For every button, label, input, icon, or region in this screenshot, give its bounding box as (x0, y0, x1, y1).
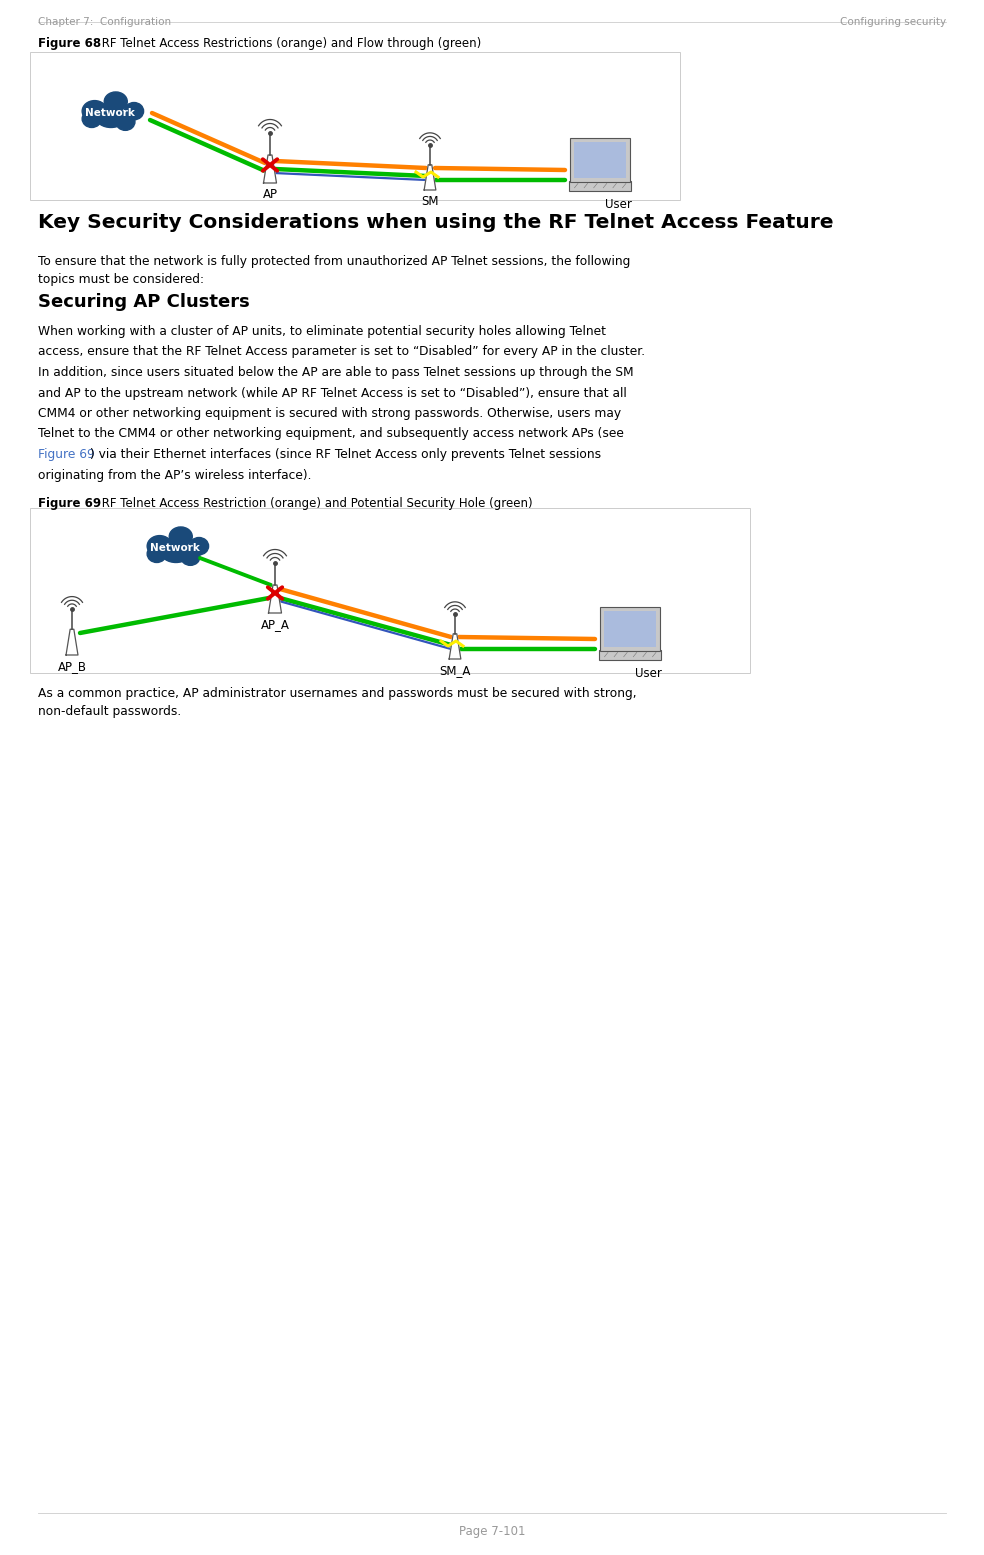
Text: Figure 69: Figure 69 (38, 498, 101, 510)
Text: To ensure that the network is fully protected from unauthorized AP Telnet sessio: To ensure that the network is fully prot… (38, 255, 631, 286)
Text: When working with a cluster of AP units, to eliminate potential security holes a: When working with a cluster of AP units,… (38, 325, 606, 337)
Polygon shape (424, 165, 436, 190)
Text: CMM4 or other networking equipment is secured with strong passwords. Otherwise, : CMM4 or other networking equipment is se… (38, 407, 621, 420)
FancyBboxPatch shape (569, 180, 632, 191)
Ellipse shape (124, 103, 144, 120)
FancyBboxPatch shape (30, 508, 750, 673)
Text: SM_A: SM_A (439, 664, 470, 676)
FancyBboxPatch shape (571, 138, 630, 182)
Text: ) via their Ethernet interfaces (since RF Telnet Access only prevents Telnet ses: ) via their Ethernet interfaces (since R… (91, 448, 601, 460)
Text: Figure 69: Figure 69 (38, 448, 94, 460)
Ellipse shape (82, 110, 101, 128)
Ellipse shape (161, 543, 191, 563)
Polygon shape (269, 585, 281, 613)
Text: User: User (604, 197, 632, 211)
Ellipse shape (96, 107, 126, 128)
FancyBboxPatch shape (604, 611, 655, 647)
Text: Figure 68: Figure 68 (38, 37, 101, 50)
FancyBboxPatch shape (600, 608, 659, 650)
Text: Telnet to the CMM4 or other networking equipment, and subsequently access networ: Telnet to the CMM4 or other networking e… (38, 428, 624, 440)
Polygon shape (66, 630, 78, 655)
Text: SM: SM (421, 194, 439, 208)
Ellipse shape (189, 538, 209, 555)
Text: originating from the AP’s wireless interface).: originating from the AP’s wireless inter… (38, 468, 312, 482)
Ellipse shape (82, 101, 107, 121)
Text: Securing AP Clusters: Securing AP Clusters (38, 292, 250, 311)
Text: and AP to the upstream network (while AP RF Telnet Access is set to “Disabled”),: and AP to the upstream network (while AP… (38, 387, 627, 400)
Text: AP_B: AP_B (57, 659, 87, 673)
Ellipse shape (148, 546, 166, 563)
Text: Page 7-101: Page 7-101 (459, 1525, 525, 1538)
Polygon shape (449, 634, 461, 659)
Ellipse shape (116, 114, 135, 131)
Text: AP_A: AP_A (261, 617, 289, 631)
Text: RF Telnet Access Restriction (orange) and Potential Security Hole (green): RF Telnet Access Restriction (orange) an… (98, 498, 532, 510)
Ellipse shape (169, 527, 192, 546)
Polygon shape (264, 156, 277, 183)
Text: access, ensure that the RF Telnet Access parameter is set to “Disabled” for ever: access, ensure that the RF Telnet Access… (38, 345, 646, 359)
Text: Chapter 7:  Configuration: Chapter 7: Configuration (38, 17, 171, 26)
Text: As a common practice, AP administrator usernames and passwords must be secured w: As a common practice, AP administrator u… (38, 687, 637, 718)
Ellipse shape (148, 535, 172, 557)
Text: In addition, since users situated below the AP are able to pass Telnet sessions : In addition, since users situated below … (38, 365, 634, 379)
Text: RF Telnet Access Restrictions (orange) and Flow through (green): RF Telnet Access Restrictions (orange) a… (98, 37, 481, 50)
FancyBboxPatch shape (598, 650, 661, 659)
FancyBboxPatch shape (575, 142, 626, 177)
Ellipse shape (181, 547, 200, 566)
Text: Key Security Considerations when using the RF Telnet Access Feature: Key Security Considerations when using t… (38, 213, 833, 232)
Text: Network: Network (85, 109, 135, 118)
Text: Network: Network (151, 543, 200, 554)
Text: AP: AP (263, 188, 277, 201)
Text: User: User (635, 667, 661, 680)
FancyBboxPatch shape (30, 51, 680, 201)
Text: Configuring security: Configuring security (840, 17, 946, 26)
Ellipse shape (104, 92, 127, 110)
